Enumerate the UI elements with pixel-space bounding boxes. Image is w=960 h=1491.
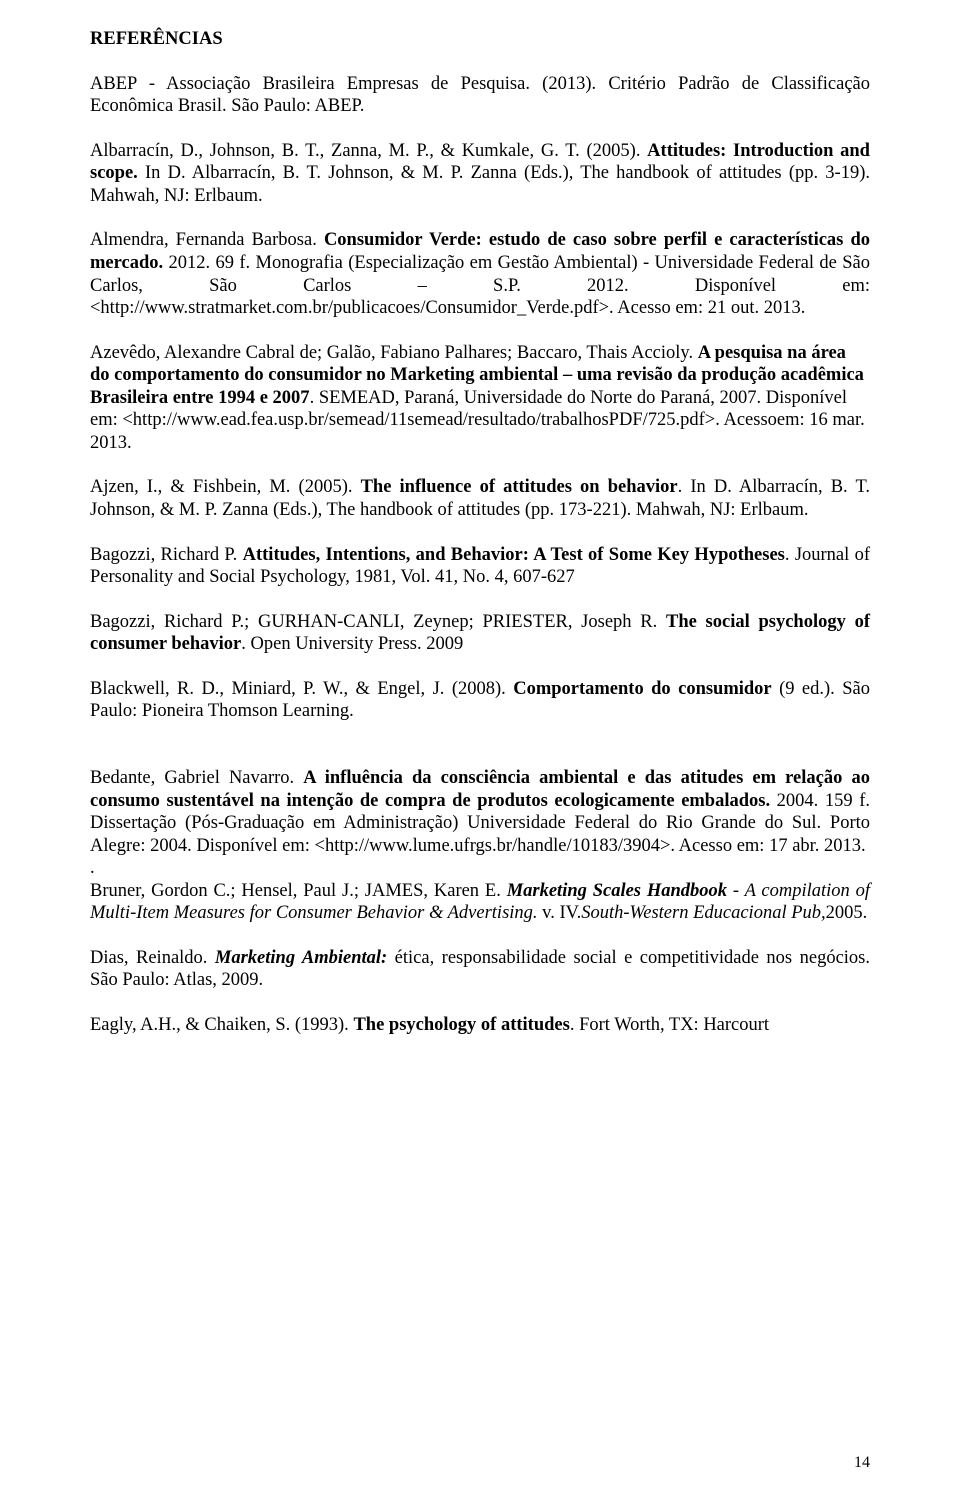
ref-text: ABEP - Associação Brasileira Empresas de… — [90, 74, 870, 117]
ref-text: . Open University Press. 2009 — [241, 634, 463, 654]
reference-entry: Blackwell, R. D., Miniard, P. W., & Enge… — [90, 678, 870, 723]
ref-text: In D. Albarracín, B. T. Johnson, & M. P.… — [90, 163, 870, 206]
stray-dot: . — [90, 857, 870, 880]
ref-text: 2005. — [826, 903, 868, 923]
ref-text: Bagozzi, Richard P.; GURHAN-CANLI, Zeyne… — [90, 612, 666, 632]
ref-publisher: South-Western Educacional Pub, — [581, 903, 825, 923]
ref-text: Blackwell, R. D., Miniard, P. W., & Enge… — [90, 679, 513, 699]
ref-text: Bruner, Gordon C.; Hensel, Paul J.; JAME… — [90, 881, 507, 901]
spacer — [90, 745, 870, 767]
ref-title: Marketing Ambiental: — [215, 948, 387, 968]
reference-entry: Bedante, Gabriel Navarro. A influência d… — [90, 767, 870, 857]
reference-entry: Bagozzi, Richard P.; GURHAN-CANLI, Zeyne… — [90, 611, 870, 656]
ref-text: Albarracín, D., Johnson, B. T., Zanna, M… — [90, 141, 647, 161]
ref-title: The psychology of attitudes — [353, 1015, 569, 1035]
reference-entry: Azevêdo, Alexandre Cabral de; Galão, Fab… — [90, 342, 870, 455]
ref-text: Almendra, Fernanda Barbosa. — [90, 230, 324, 250]
ref-text: . Fort Worth, TX: Harcourt — [570, 1015, 769, 1035]
ref-text: Ajzen, I., & Fishbein, M. (2005). — [90, 477, 361, 497]
ref-title: The influence of attitudes on behavior — [361, 477, 678, 497]
ref-text: Bedante, Gabriel Navarro. — [90, 768, 303, 788]
reference-entry: ABEP - Associação Brasileira Empresas de… — [90, 73, 870, 118]
ref-text: Eagly, A.H., & Chaiken, S. (1993). — [90, 1015, 353, 1035]
reference-entry: Albarracín, D., Johnson, B. T., Zanna, M… — [90, 140, 870, 208]
ref-text: v. IV. — [542, 903, 581, 923]
reference-entry: Bruner, Gordon C.; Hensel, Paul J.; JAME… — [90, 880, 870, 925]
ref-title: Comportamento do consumidor — [513, 679, 771, 699]
reference-entry: Eagly, A.H., & Chaiken, S. (1993). The p… — [90, 1014, 870, 1037]
reference-entry: Bagozzi, Richard P. Attitudes, Intention… — [90, 544, 870, 589]
ref-title: Marketing Scales Handbook — [507, 881, 727, 901]
ref-title: Attitudes, Intentions, and Behavior: A T… — [243, 545, 785, 565]
ref-text: Bagozzi, Richard P. — [90, 545, 243, 565]
page-number: 14 — [854, 1453, 870, 1473]
reference-entry: Ajzen, I., & Fishbein, M. (2005). The in… — [90, 476, 870, 521]
reference-entry: Almendra, Fernanda Barbosa. Consumidor V… — [90, 229, 870, 319]
page: REFERÊNCIAS ABEP - Associação Brasileira… — [0, 0, 960, 1491]
section-heading: REFERÊNCIAS — [90, 28, 870, 51]
ref-text: Azevêdo, Alexandre Cabral de; Galão, Fab… — [90, 343, 698, 363]
ref-text: Dias, Reinaldo. — [90, 948, 215, 968]
reference-entry: Dias, Reinaldo. Marketing Ambiental: éti… — [90, 947, 870, 992]
ref-text: 2012. 69 f. Monografia (Especialização e… — [90, 253, 870, 318]
